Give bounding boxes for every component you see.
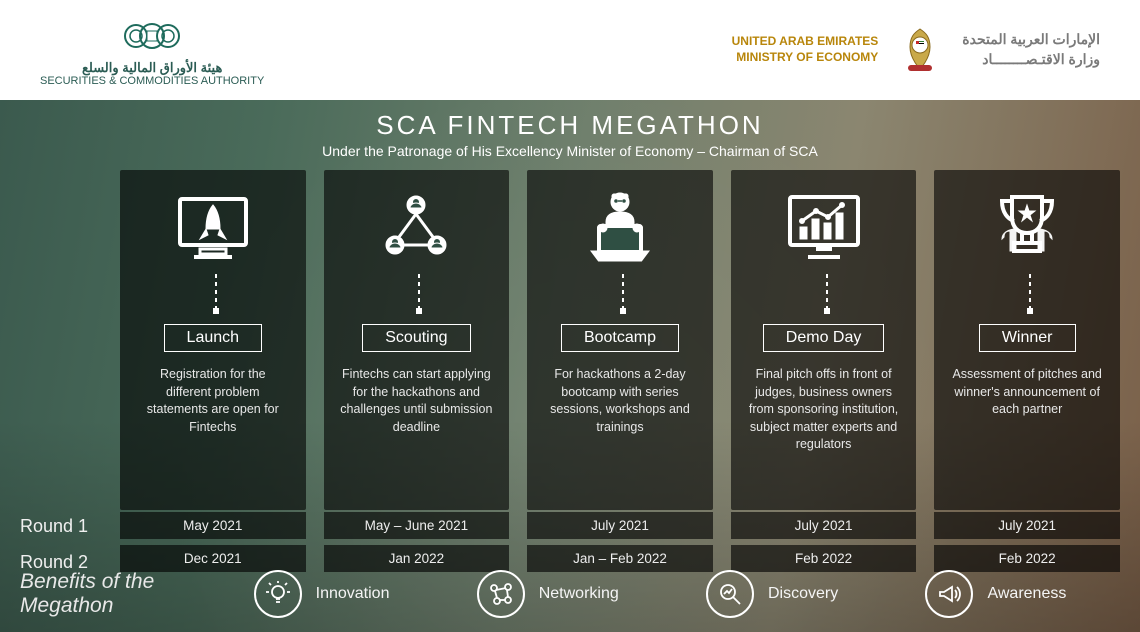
sca-logo-arabic: هيئة الأوراق المالية والسلع [40,60,264,76]
sca-logo: هيئة الأوراق المالية والسلع SECURITIES &… [40,12,264,89]
round1-cell: May – June 2021 [324,512,510,539]
benefits-label: Benefits of the Megathon [20,570,210,618]
page-subtitle: Under the Patronage of His Excellency Mi… [0,143,1140,159]
round1-cell: July 2021 [731,512,917,539]
rocket-monitor-icon [174,188,252,268]
ministry-ar-line2: وزارة الاقتـصــــــــاد [962,50,1100,70]
phase-description: Final pitch offs in front of judges, bus… [741,366,907,500]
main-infographic: SCA FINTECH MEGATHON Under the Patronage… [0,100,1140,632]
title-block: SCA FINTECH MEGATHON Under the Patronage… [0,100,1140,159]
phase-cards: Launch Registration for the different pr… [0,170,1140,510]
phase-description: Assessment of pitches and winner's annou… [944,366,1110,500]
benefit-label: Discovery [768,585,838,603]
phase-card-winner: Winner Assessment of pitches and winner'… [934,170,1120,510]
lightbulb-icon [254,570,302,618]
laptop-person-icon [579,188,661,268]
round2-cell: Feb 2022 [934,545,1120,572]
phase-label: Launch [164,324,263,352]
phase-card-launch: Launch Registration for the different pr… [120,170,306,510]
benefit-label: Innovation [316,585,390,603]
round1-cell: July 2021 [934,512,1120,539]
round2-cell: Jan – Feb 2022 [527,545,713,572]
connector-icon [212,274,214,314]
phase-card-scouting: Scouting Fintechs can start applying for… [324,170,510,510]
sca-emblem-icon [122,12,182,60]
phase-description: Registration for the different problem s… [130,366,296,500]
trophy-icon [988,188,1066,268]
phase-label: Bootcamp [561,324,679,352]
connector-icon [823,274,825,314]
sca-logo-english: SECURITIES & COMMODITIES AUTHORITY [40,75,264,88]
page-title: SCA FINTECH MEGATHON [0,110,1140,141]
round2-cell: Jan 2022 [324,545,510,572]
benefit-discovery: Discovery [706,570,838,618]
benefit-awareness: Awareness [925,570,1066,618]
rounds-table: May 2021 May – June 2021 July 2021 July 202… [0,512,1140,578]
round1-cell: May 2021 [120,512,306,539]
ministry-en-line1: UNITED ARAB EMIRATES [732,34,879,50]
benefit-label: Awareness [987,585,1066,603]
phase-card-demo-day: Demo Day Final pitch offs in front of ju… [731,170,917,510]
ministry-ar-line1: الإمارات العربية المتحدة [962,30,1100,50]
benefits-row: Benefits of the Megathon Innovation Netwo… [0,570,1140,618]
header: هيئة الأوراق المالية والسلع SECURITIES &… [0,0,1140,100]
uae-emblem-icon [890,25,950,75]
connector-icon [415,274,417,314]
phase-label: Winner [979,324,1076,352]
network-people-icon [377,188,455,268]
phase-label: Demo Day [763,324,885,352]
benefit-label: Networking [539,585,619,603]
connector-icon [1026,274,1028,314]
phase-description: For hackathons a 2-day bootcamp with ser… [537,366,703,500]
benefit-networking: Networking [477,570,619,618]
chart-monitor-icon [784,188,864,268]
round1-cell: July 2021 [527,512,713,539]
phase-card-bootcamp: Bootcamp For hackathons a 2-day bootcamp… [527,170,713,510]
magnify-icon [706,570,754,618]
nodes-icon [477,570,525,618]
benefit-innovation: Innovation [254,570,390,618]
ministry-en-line2: MINISTRY OF ECONOMY [732,50,879,66]
connector-icon [619,274,621,314]
round2-cell: Feb 2022 [731,545,917,572]
phase-label: Scouting [362,324,470,352]
ministry-logo: UNITED ARAB EMIRATES MINISTRY OF ECONOMY… [732,25,1100,75]
phase-description: Fintechs can start applying for the hack… [334,366,500,500]
round2-cell: Dec 2021 [120,545,306,572]
megaphone-icon [925,570,973,618]
